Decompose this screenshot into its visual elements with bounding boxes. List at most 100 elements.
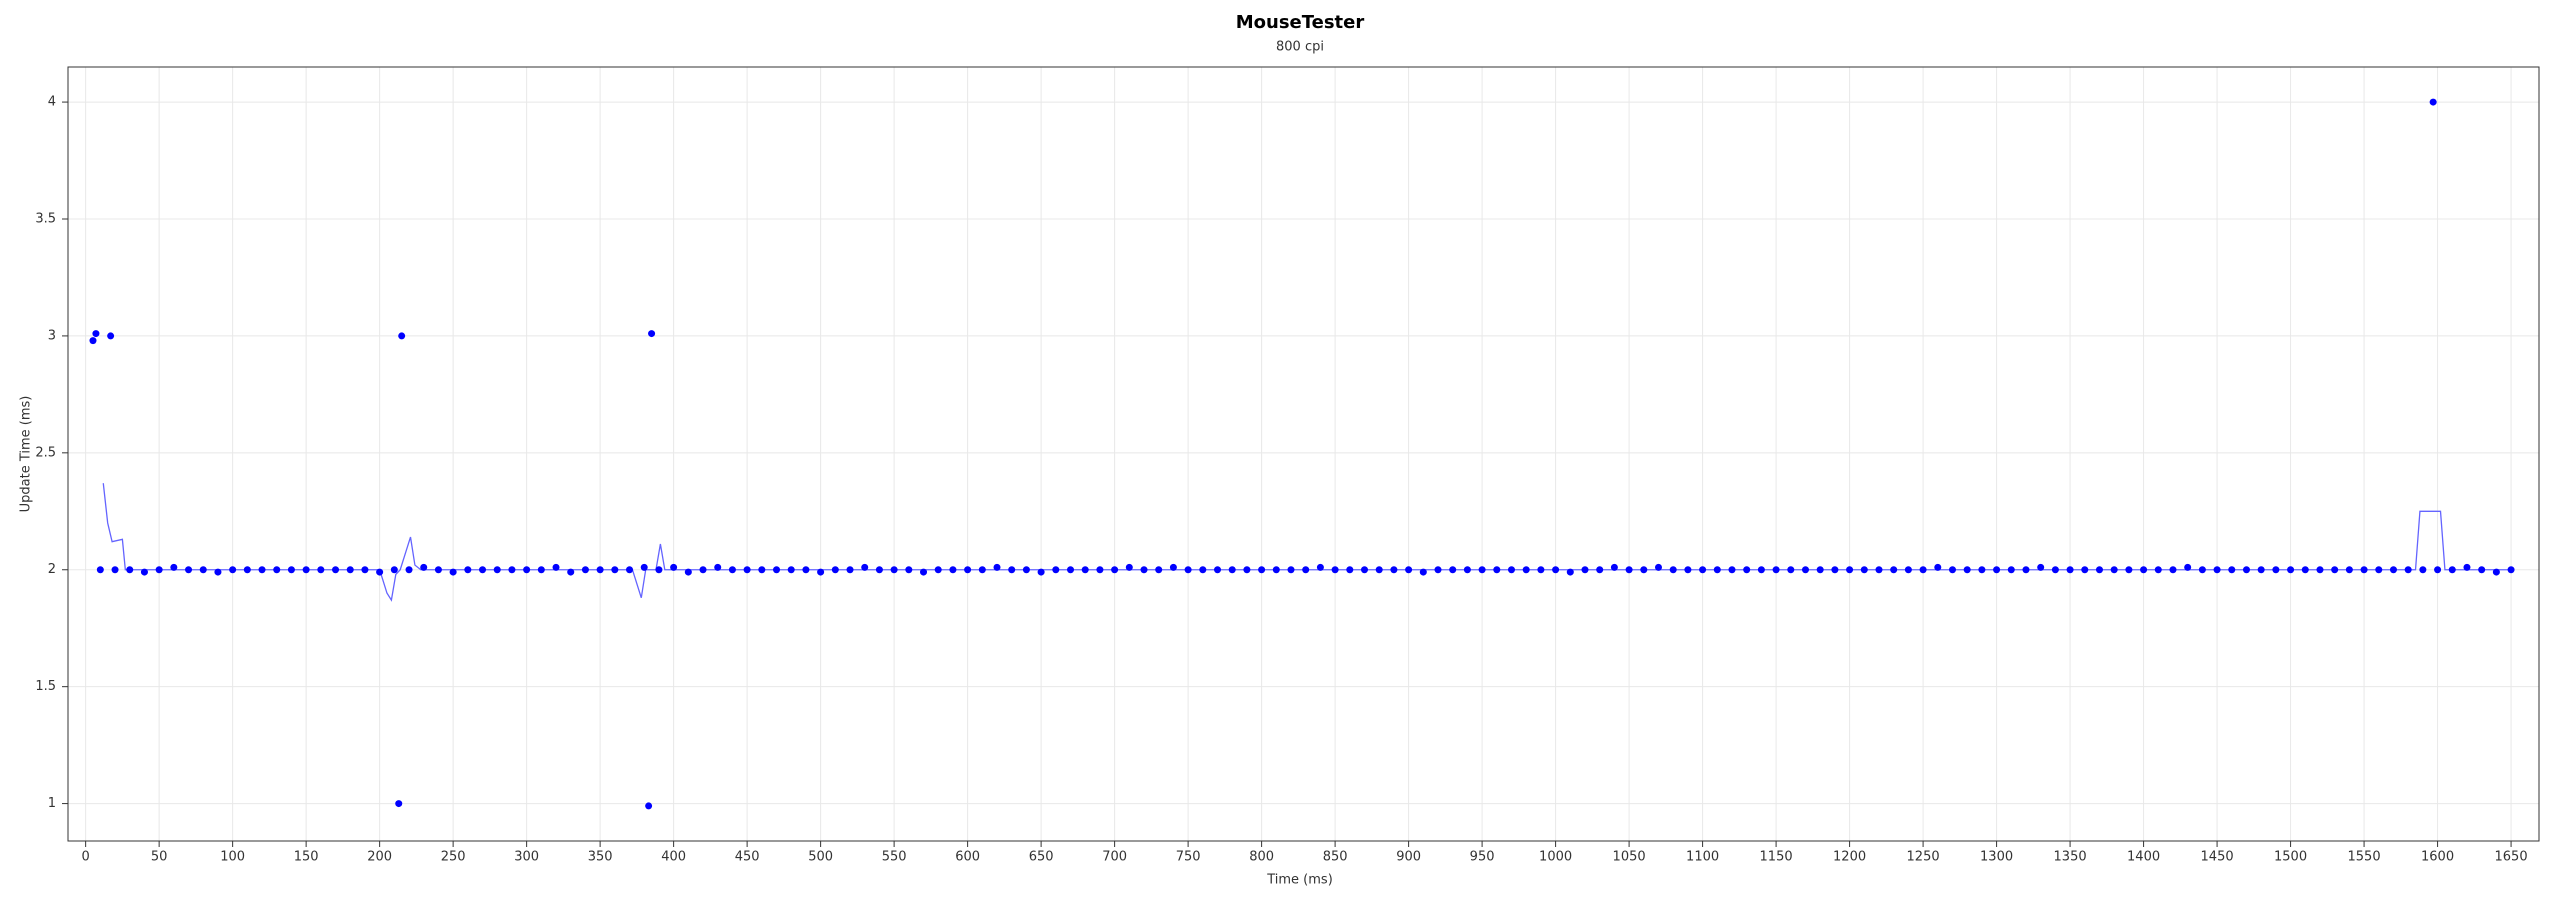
data-point: [1581, 566, 1589, 574]
data-point: [1625, 566, 1633, 574]
x-tick-label: 500: [808, 850, 833, 865]
line-series: [102, 483, 2512, 602]
data-point: [581, 566, 589, 574]
x-tick-label: 1250: [1907, 850, 1940, 865]
data-point: [434, 566, 442, 574]
data-point: [214, 568, 222, 576]
data-point: [817, 568, 825, 576]
x-tick-label: 450: [735, 850, 760, 865]
data-point: [2389, 566, 2397, 574]
data-point: [2242, 566, 2250, 574]
data-point: [1214, 566, 1222, 574]
data-point: [2037, 563, 2045, 571]
data-point: [2081, 566, 2089, 574]
data-point: [405, 566, 413, 574]
data-point: [2492, 568, 2500, 576]
data-point: [802, 566, 810, 574]
plot-frame: [67, 66, 2540, 842]
data-point: [2213, 566, 2221, 574]
data-point: [155, 566, 163, 574]
data-point: [1067, 566, 1075, 574]
x-tick-label: 1550: [2348, 850, 2381, 865]
x-tick-label: 850: [1323, 850, 1348, 865]
x-tick-label: 150: [294, 850, 319, 865]
data-point: [111, 566, 119, 574]
data-point: [1669, 566, 1677, 574]
data-point: [2007, 566, 2015, 574]
x-tick-label: 1000: [1539, 850, 1572, 865]
data-point: [1302, 566, 1310, 574]
data-point: [287, 566, 295, 574]
data-point: [1934, 563, 1942, 571]
data-point: [2287, 566, 2295, 574]
data-point: [1419, 568, 1427, 576]
x-tick-label: 750: [1176, 850, 1201, 865]
data-point: [1199, 566, 1207, 574]
x-tick-label: 650: [1029, 850, 1054, 865]
data-point: [1316, 563, 1324, 571]
data-point: [787, 566, 795, 574]
data-point: [1375, 566, 1383, 574]
data-point: [1331, 566, 1339, 574]
data-point: [2228, 566, 2236, 574]
data-point: [920, 568, 928, 576]
x-tick-label: 0: [81, 850, 89, 865]
data-point: [2110, 566, 2118, 574]
data-point: [1008, 566, 1016, 574]
data-point: [1552, 566, 1560, 574]
data-point: [1919, 566, 1927, 574]
data-point: [258, 566, 266, 574]
y-tick-label: 2.5: [35, 445, 56, 460]
data-point: [1757, 566, 1765, 574]
data-point: [645, 802, 653, 810]
data-point: [743, 566, 751, 574]
data-point: [1963, 566, 1971, 574]
x-tick-label: 900: [1396, 850, 1421, 865]
data-point: [1596, 566, 1604, 574]
data-point: [2198, 566, 2206, 574]
data-point: [1022, 566, 1030, 574]
data-point: [537, 566, 545, 574]
x-tick-label: 1200: [1833, 850, 1866, 865]
data-point: [934, 566, 942, 574]
data-point: [395, 800, 403, 808]
x-tick-label: 1500: [2274, 850, 2307, 865]
data-point: [1860, 566, 1868, 574]
data-point: [508, 566, 516, 574]
data-point: [420, 563, 428, 571]
data-point: [2331, 566, 2339, 574]
data-point: [199, 566, 207, 574]
data-point: [1463, 566, 1471, 574]
data-point: [1228, 566, 1236, 574]
data-point: [1743, 566, 1751, 574]
data-point: [1610, 563, 1618, 571]
x-tick-label: 1150: [1760, 850, 1793, 865]
data-point: [2095, 566, 2103, 574]
data-point: [699, 566, 707, 574]
y-tick-label: 2: [48, 562, 56, 577]
x-tick-label: 200: [367, 850, 392, 865]
data-point: [2429, 98, 2437, 106]
data-point: [1904, 566, 1912, 574]
y-tick-label: 4: [48, 95, 56, 110]
data-point: [107, 332, 115, 340]
data-point: [1346, 566, 1354, 574]
data-point: [1096, 566, 1104, 574]
data-point: [905, 566, 913, 574]
data-point: [2154, 566, 2162, 574]
data-point: [626, 566, 634, 574]
x-tick-label: 250: [441, 850, 466, 865]
data-point: [346, 566, 354, 574]
data-point: [390, 566, 398, 574]
data-point: [2463, 563, 2471, 571]
data-point: [1537, 566, 1545, 574]
data-point: [2507, 566, 2515, 574]
data-point: [890, 566, 898, 574]
data-point: [1111, 566, 1119, 574]
x-tick-label: 1450: [2201, 850, 2234, 865]
data-point: [1493, 566, 1501, 574]
data-point: [2419, 566, 2427, 574]
data-point: [243, 566, 251, 574]
data-point: [1405, 566, 1413, 574]
data-point: [1272, 566, 1280, 574]
